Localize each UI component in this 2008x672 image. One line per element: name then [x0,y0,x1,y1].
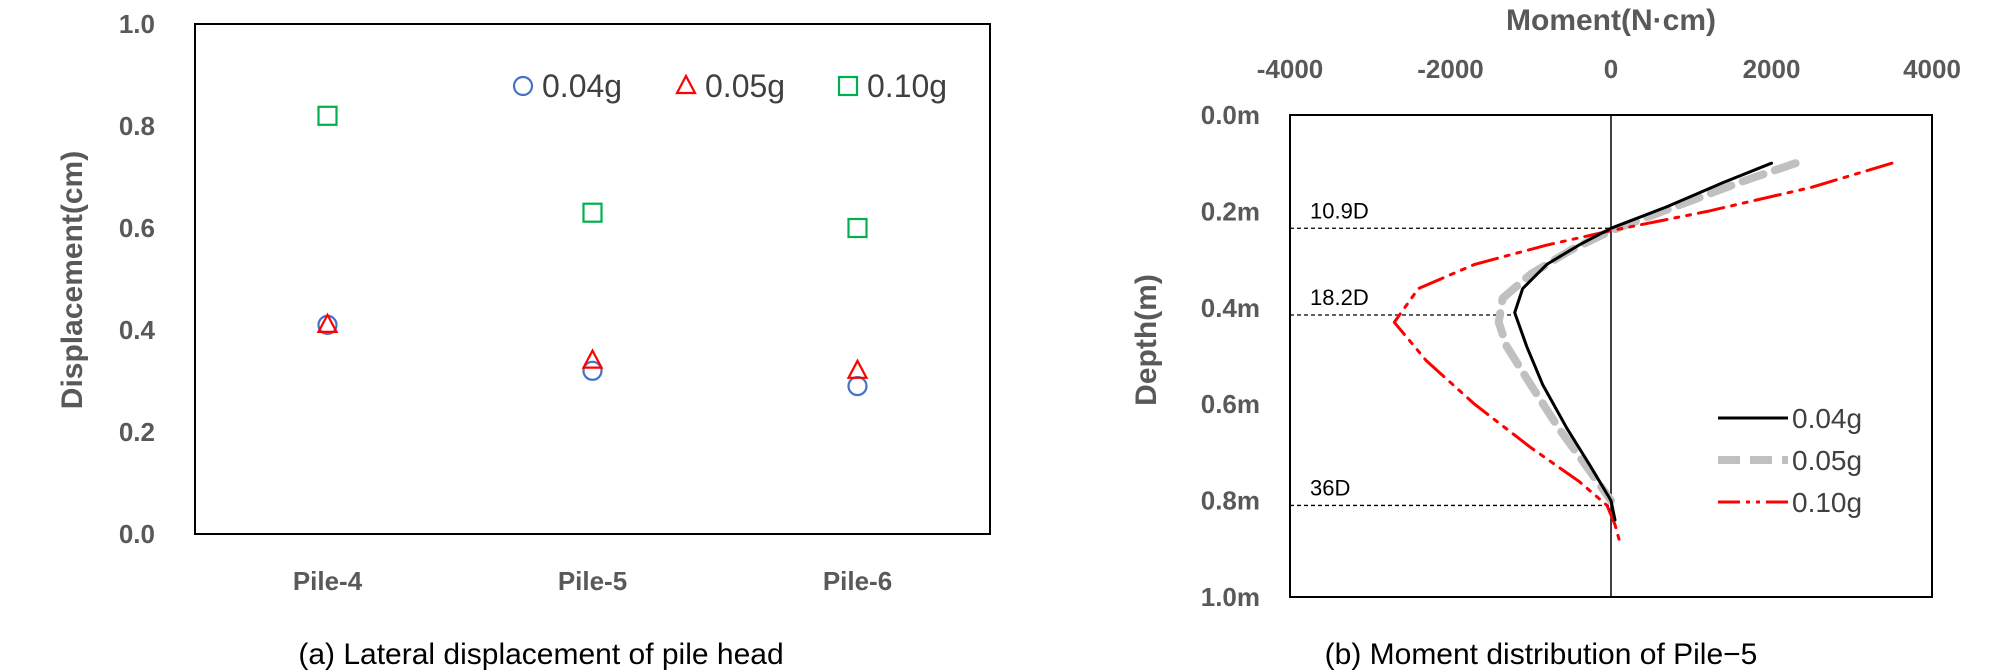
chart-caption: (b) Moment distribution of Pile−5 [1325,638,1758,671]
data-point-triangle [316,312,339,333]
x-tick-label: Pile-6 [823,566,892,596]
x-tick-label: -2000 [1417,54,1484,84]
data-markers [316,105,869,397]
y-tick-label: 0.2m [1201,196,1260,226]
depth-annotation-label: 36D [1310,475,1350,500]
y-tick-label: 1.0 [119,9,155,39]
y-tick-label: 0.4m [1201,293,1260,323]
data-point-circle [582,360,603,381]
chart-lateral-displacement: 0.0 0.2 0.4 0.6 0.8 1.0 Pile-4 Pile-5 Pile-6 0.… [56,9,991,671]
x-tick-label: 0 [1604,54,1618,84]
depth-annotation-label: 10.9D [1310,198,1369,223]
data-point-triangle [581,348,604,369]
data-point-square [847,217,868,239]
x-tick-label: Pile-5 [558,566,627,596]
series-line-0.10g [1392,161,1894,541]
legend: 0.04g 0.05g 0.10g [1718,403,1862,518]
y-tick-label: 0.8m [1201,486,1260,516]
y-tick-labels: 0.0m 0.2m 0.4m 0.6m 0.8m 1.0m [1201,100,1260,612]
chart-caption: (a) Lateral displacement of pile head [298,638,783,671]
legend-label: 0.10g [1792,487,1862,518]
moment-curves [1392,159,1894,541]
y-tick-label: 0.4 [119,315,156,345]
chart-moment-distribution: -4000 -2000 0 2000 4000 0.0m 0.2m 0.4m 0.6m 0.8m… [1130,4,1961,671]
x-tick-labels: -4000 -2000 0 2000 4000 [1257,54,1961,84]
x-tick-label: -4000 [1257,54,1324,84]
y-tick-label: 0.2 [119,417,155,447]
x-tick-label: Pile-4 [293,566,363,596]
data-point-triangle [846,358,869,379]
legend-marker-triangle [675,73,697,95]
legend-label: 0.05g [705,68,785,104]
series-line-0.04g [1513,161,1773,522]
y-tick-label: 1.0m [1201,582,1260,612]
legend-marker-circle [512,75,534,97]
y-axis-title: Displacement(cm) [56,151,89,409]
legend-label: 0.04g [1792,403,1862,434]
depth-annotations: 10.9D 18.2D 36D [1290,198,1613,507]
x-tick-label: 2000 [1743,54,1801,84]
legend: 0.04g 0.05g 0.10g [512,68,947,104]
y-tick-labels: 0.0 0.2 0.4 0.6 0.8 1.0 [119,9,156,549]
y-tick-label: 0.0 [119,519,155,549]
x-tick-label: 4000 [1903,54,1961,84]
plot-area-frame [194,23,991,535]
y-tick-label: 0.6 [119,213,155,243]
legend-label: 0.05g [1792,445,1862,476]
legend-marker-square [837,75,859,97]
y-tick-label: 0.6m [1201,389,1260,419]
y-tick-label: 0.0m [1201,100,1260,130]
y-axis-title: Depth(m) [1130,274,1163,406]
data-point-circle [847,376,868,397]
x-tick-labels: Pile-4 Pile-5 Pile-6 [293,566,892,596]
legend-label: 0.04g [542,68,622,104]
depth-annotation-label: 18.2D [1310,285,1369,310]
y-tick-label: 0.8 [119,111,155,141]
data-point-square [582,202,603,223]
x-axis-title: Moment(N·cm) [1506,4,1716,37]
legend-label: 0.10g [867,68,947,104]
data-point-square [317,105,338,126]
series-line-0.05g [1494,159,1800,505]
